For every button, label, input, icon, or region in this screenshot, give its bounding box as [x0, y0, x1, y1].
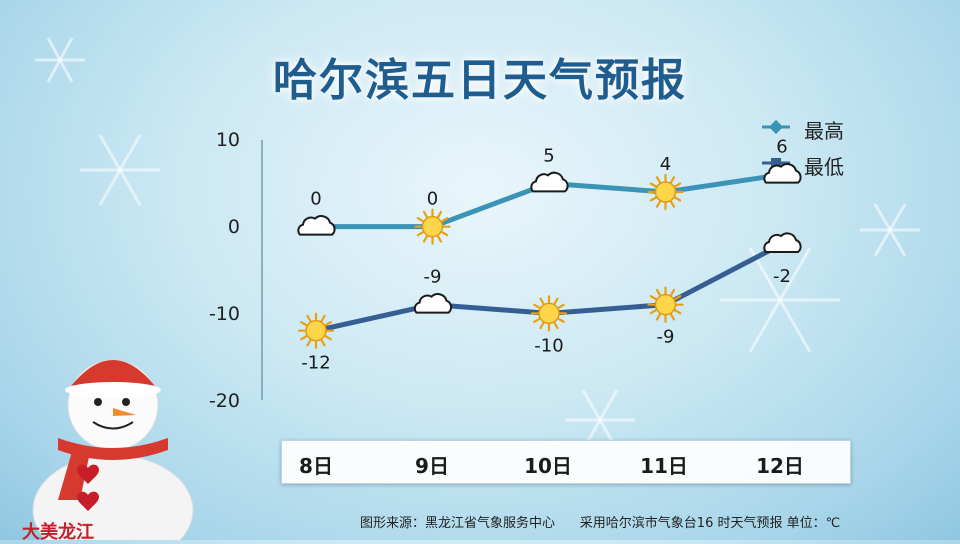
cloud-icon [763, 232, 802, 253]
sun-icon [414, 208, 451, 245]
data-label: -2 [773, 266, 791, 287]
y-tick-label: -20 [208, 390, 240, 412]
y-tick-label: 10 [215, 129, 240, 151]
legend-marker-high [768, 119, 784, 135]
data-label: -9 [657, 327, 675, 348]
footer-source: 图形来源：黑龙江省气象服务中心 采用哈尔滨市气象台16 时天气预报 单位：℃ [360, 516, 841, 531]
x-tick-label: 11日 [640, 454, 688, 478]
legend-label-high: 最高 [804, 119, 844, 143]
x-tick-label: 8日 [299, 454, 333, 478]
data-label: 5 [543, 145, 554, 166]
x-tick-label: 10日 [524, 454, 572, 478]
sun-icon [647, 173, 684, 211]
chart-title: 哈尔滨五日天气预报 [273, 55, 687, 106]
x-tick-label: 12日 [756, 454, 804, 478]
y-tick-label: 0 [227, 216, 240, 238]
data-label: 6 [776, 137, 787, 158]
cloud-icon [413, 293, 453, 314]
data-label: -10 [534, 335, 563, 356]
sun-icon [647, 286, 684, 323]
data-label: 0 [427, 189, 438, 210]
cloud-icon [530, 171, 569, 193]
sun-icon [530, 295, 568, 332]
data-label: -9 [424, 267, 442, 288]
snowman-sign: 大美龙江 [22, 522, 94, 543]
cloud-icon [763, 163, 802, 184]
x-tick-label: 9日 [415, 454, 449, 478]
data-label: -12 [301, 353, 330, 374]
sun-icon [297, 312, 335, 349]
data-label: 0 [310, 189, 321, 210]
cloud-icon [297, 215, 336, 236]
data-label: 4 [660, 154, 671, 175]
y-tick-label: -10 [208, 303, 240, 325]
legend-label-low: 最低 [804, 155, 844, 179]
x-axis-bar [281, 440, 851, 484]
legend-marker-low [771, 158, 781, 168]
snowman-illustration [32, 359, 194, 540]
